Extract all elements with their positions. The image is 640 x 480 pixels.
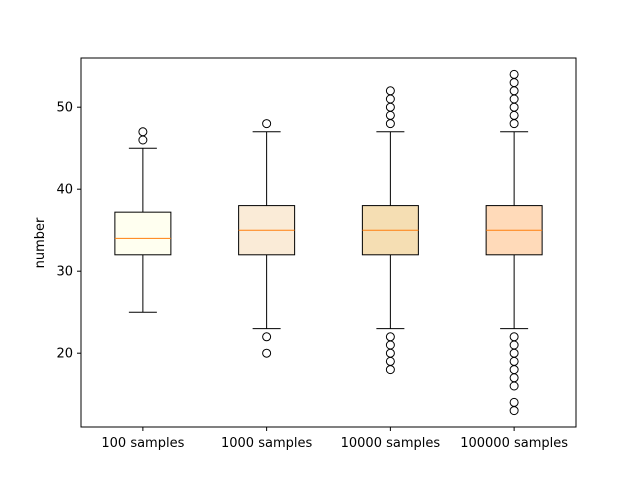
outlier-point [385,86,395,96]
x-tick-label: 10000 samples [341,436,441,451]
y-tick-label: 40 [56,183,73,198]
outlier-point [509,332,519,342]
y-tick-label: 20 [56,347,73,362]
outlier-point [509,397,519,407]
plot-area: 20 30 40 50 100 samples 1000 samples 10000 sam… [56,57,577,451]
axes-frame [80,57,577,428]
outlier-point [385,332,395,342]
y-tick-label: 50 [56,101,73,116]
x-tick-label: 1000 samples [221,436,312,451]
y-tick-label: 30 [56,265,73,280]
outlier-point [262,332,272,342]
x-tick-label: 100000 samples [460,436,568,451]
box [114,211,172,256]
outlier-point [509,69,519,79]
y-axis-label: number [33,217,48,268]
outlier-point [138,127,148,137]
outlier-point [262,119,272,129]
x-tick-label: 100 samples [101,436,184,451]
outlier-point [262,348,272,358]
